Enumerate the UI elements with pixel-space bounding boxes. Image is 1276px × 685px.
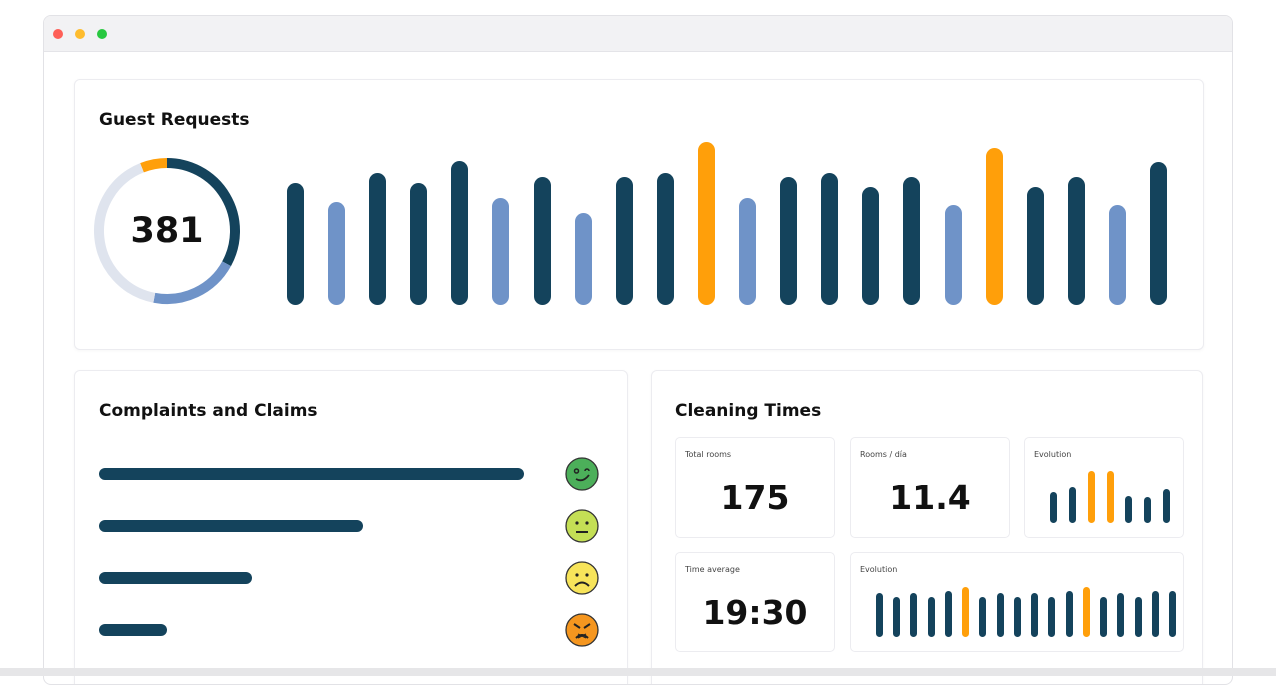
chart-bar bbox=[697, 142, 715, 305]
chart-bar bbox=[1026, 187, 1044, 305]
evolution-small-tile: Evolution bbox=[1024, 437, 1184, 538]
card-title: Complaints and Claims bbox=[99, 401, 318, 421]
chart-bar bbox=[1065, 591, 1073, 637]
chart-bar bbox=[780, 177, 798, 305]
chart-bar bbox=[944, 204, 962, 305]
chart-bar bbox=[492, 198, 510, 305]
complaint-bar bbox=[99, 572, 252, 584]
requests-bar-chart bbox=[287, 140, 1167, 305]
chart-bar bbox=[1067, 177, 1085, 305]
chart-bar bbox=[533, 177, 551, 305]
chart-bar bbox=[1050, 492, 1057, 523]
donut-segment bbox=[153, 261, 231, 304]
chart-bar bbox=[1125, 496, 1133, 523]
close-window-button[interactable] bbox=[53, 29, 63, 39]
chart-bar bbox=[1169, 591, 1176, 637]
chart-bar bbox=[1082, 587, 1090, 637]
tile-label: Total rooms bbox=[685, 450, 732, 459]
chart-bar bbox=[1108, 204, 1126, 305]
tile-label: Evolution bbox=[1034, 450, 1072, 459]
chart-bar bbox=[996, 593, 1004, 637]
chart-bar bbox=[1100, 597, 1108, 637]
chart-bar bbox=[1163, 489, 1170, 523]
chart-bar bbox=[369, 173, 387, 305]
chart-bar bbox=[862, 187, 880, 305]
chart-bar bbox=[656, 173, 674, 305]
cleaning-times-card: Cleaning Times Total rooms 175 Rooms / d… bbox=[651, 370, 1203, 684]
chart-bar bbox=[1031, 593, 1039, 637]
evolution-wide-tile: Evolution bbox=[850, 552, 1184, 652]
neutral-face-icon bbox=[565, 509, 599, 543]
donut-segment bbox=[166, 158, 240, 267]
chart-bar bbox=[1117, 593, 1125, 637]
donut-chart bbox=[94, 158, 240, 304]
chart-bar bbox=[893, 597, 901, 637]
card-title: Guest Requests bbox=[99, 110, 250, 130]
evolution-small-chart bbox=[1050, 468, 1170, 523]
total-requests-value: 381 bbox=[130, 211, 204, 251]
complaint-bar bbox=[99, 624, 167, 636]
chart-bar bbox=[979, 597, 987, 637]
chart-bar bbox=[1106, 471, 1114, 523]
tile-label: Time average bbox=[685, 565, 740, 574]
chart-bar bbox=[615, 177, 633, 305]
chart-bar bbox=[927, 597, 935, 637]
browser-window: Guest Requests 381 Complaints and Claims… bbox=[43, 15, 1233, 685]
maximize-window-button[interactable] bbox=[97, 29, 107, 39]
tile-value: 175 bbox=[720, 478, 790, 517]
chart-bar bbox=[1151, 591, 1159, 637]
chart-bar bbox=[962, 587, 970, 637]
tile-value: 11.4 bbox=[889, 478, 971, 517]
time-average-tile: Time average 19:30 bbox=[675, 552, 835, 652]
tile-value: 19:30 bbox=[702, 593, 808, 632]
chart-bar bbox=[1134, 597, 1142, 637]
guest-requests-card: Guest Requests 381 bbox=[74, 79, 1204, 350]
chart-bar bbox=[1068, 487, 1076, 523]
chart-bar bbox=[739, 198, 757, 305]
chart-bar bbox=[876, 593, 883, 637]
card-title: Cleaning Times bbox=[675, 401, 822, 421]
chart-bar bbox=[328, 201, 346, 305]
angry-face-icon bbox=[565, 613, 599, 647]
complaints-card: Complaints and Claims bbox=[74, 370, 628, 684]
donut-segment bbox=[140, 158, 168, 173]
chart-bar bbox=[574, 212, 592, 305]
chart-bar bbox=[1144, 497, 1152, 523]
chart-bar bbox=[985, 147, 1003, 305]
title-bar bbox=[44, 16, 1232, 52]
sad-face-icon bbox=[565, 561, 599, 595]
tile-label: Rooms / día bbox=[860, 450, 907, 459]
happy-face-icon bbox=[565, 457, 599, 491]
chart-bar bbox=[451, 160, 469, 305]
chart-bar bbox=[821, 173, 839, 305]
total-rooms-tile: Total rooms 175 bbox=[675, 437, 835, 538]
chart-bar bbox=[1048, 597, 1056, 637]
rooms-per-day-tile: Rooms / día 11.4 bbox=[850, 437, 1010, 538]
complaint-bar bbox=[99, 468, 524, 480]
donut-segment bbox=[94, 163, 156, 303]
chart-bar bbox=[903, 177, 921, 305]
chart-bar bbox=[944, 591, 952, 637]
chart-bar bbox=[410, 182, 428, 305]
minimize-window-button[interactable] bbox=[75, 29, 85, 39]
chart-bar bbox=[287, 182, 304, 305]
evolution-wide-chart bbox=[876, 583, 1176, 637]
chart-bar bbox=[1087, 471, 1095, 523]
chart-bar bbox=[1150, 162, 1167, 305]
bottom-scroll-strip bbox=[0, 668, 1276, 676]
chart-bar bbox=[1013, 597, 1021, 637]
complaint-bar bbox=[99, 520, 363, 532]
tile-label: Evolution bbox=[860, 565, 898, 574]
chart-bar bbox=[910, 593, 918, 637]
